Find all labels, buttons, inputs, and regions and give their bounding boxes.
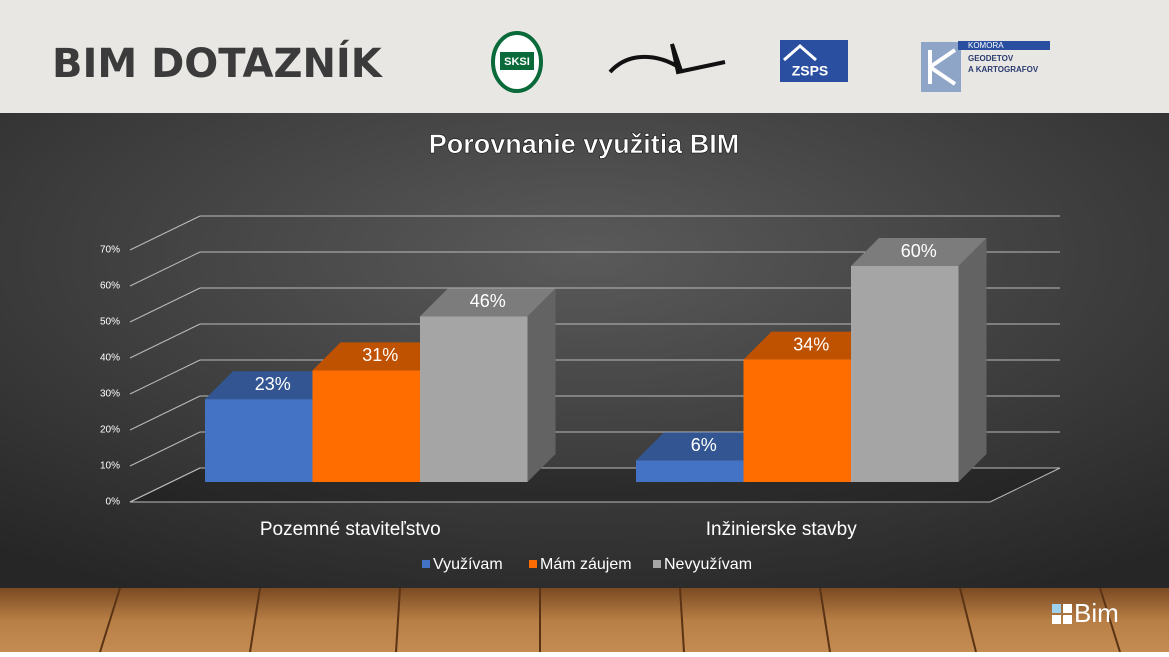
grid-line (129, 359, 201, 395)
floor-boards (99, 587, 1121, 653)
y-tick-label: 50% (100, 317, 120, 328)
y-tick-label: 20% (100, 425, 120, 436)
chart-title: Porovnanie využitia BIM (429, 129, 740, 159)
value-label: 34% (793, 334, 829, 354)
bar-top (205, 371, 341, 400)
legend-label: Nevyužívam (664, 556, 752, 573)
y-tick-label: 40% (100, 353, 120, 364)
wood-floor (0, 588, 1169, 652)
grid-line (129, 395, 201, 431)
value-label: 46% (470, 291, 506, 311)
bar-side (958, 238, 987, 482)
value-label: 23% (255, 374, 291, 394)
logo-bim: Bim (1052, 598, 1119, 628)
bar (420, 316, 528, 482)
grid-line (129, 215, 201, 251)
legend-swatch (653, 560, 661, 568)
legend-swatch (422, 560, 430, 568)
y-tick-label: 60% (100, 281, 120, 292)
logo-text: GEODETOV (968, 54, 1014, 63)
logo-signature (608, 43, 726, 75)
logo-zsps: ZSPS (780, 40, 848, 82)
bar-top (420, 288, 556, 317)
bar-top (312, 342, 448, 371)
bar-top (851, 238, 987, 266)
logo-komora: KOMORA GEODETOV A KARTOGRAFOV (921, 41, 1050, 92)
legend-label: Mám záujem (540, 556, 632, 573)
logo-text: A KARTOGRAFOV (968, 65, 1039, 74)
logo-text: SKSI (504, 56, 530, 68)
bar-side (527, 288, 556, 482)
x-tick-label: Pozemné staviteľstvo (260, 519, 441, 540)
y-tick-label: 30% (100, 389, 120, 400)
logo-sksi: SKSI (491, 31, 543, 93)
grid-line (129, 323, 201, 359)
header-title: BIM DOTAZNÍK (52, 39, 384, 87)
bar (743, 359, 851, 482)
bar-top (636, 432, 772, 461)
x-tick-label: Inžinierske stavby (706, 519, 858, 540)
bar (312, 370, 420, 482)
bar (205, 399, 313, 482)
bar (851, 266, 959, 482)
value-label: 6% (691, 435, 717, 455)
y-tick-label: 70% (100, 245, 120, 256)
bar-top (743, 331, 879, 360)
legend-label: Využívam (433, 556, 503, 573)
y-tick-label: 10% (100, 461, 120, 472)
header-band (0, 0, 1169, 113)
y-tick-label: 0% (106, 497, 121, 508)
legend-swatch (529, 560, 537, 568)
grid-line (129, 431, 201, 467)
value-label: 31% (362, 345, 398, 365)
value-label: 60% (901, 241, 937, 261)
grid-line (129, 251, 201, 287)
bar (636, 460, 744, 482)
logo-text: KOMORA (968, 41, 1004, 50)
logo-text: Bim (1074, 598, 1119, 628)
logo-text: ZSPS (792, 63, 829, 79)
chart-background (0, 113, 1169, 588)
grid-line (129, 287, 201, 323)
